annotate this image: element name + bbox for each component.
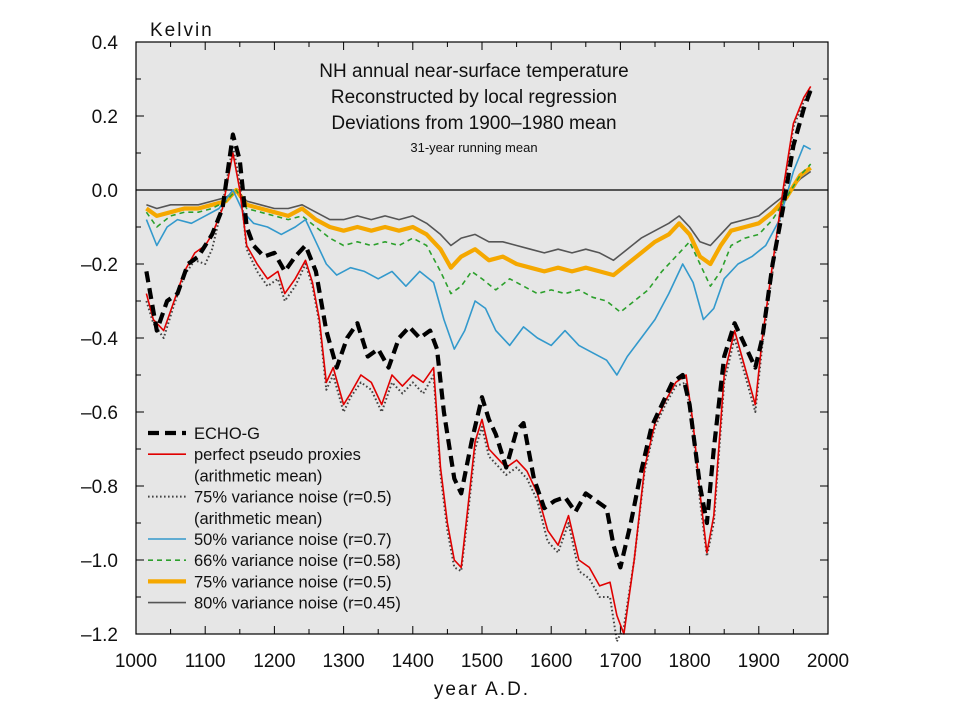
series-lines: [144, 85, 813, 643]
x-tick-label: 1000: [115, 651, 157, 672]
y-tick-label: –1.0: [81, 551, 118, 572]
x-tick-label: 1900: [738, 651, 780, 672]
legend-item-noise-80: 80% variance noise (r=0.45): [148, 595, 401, 613]
legend-label-noise-50: 50% variance noise (r=0.7): [194, 531, 392, 549]
legend-item-noise-66: 66% variance noise (r=0.58): [148, 552, 401, 570]
x-tick-label: 1500: [461, 651, 503, 672]
legend-label-noise-75-mean-note: (arithmetic mean): [194, 510, 322, 528]
series-line-3: [145, 144, 812, 376]
legend-item-perfect-proxies-note: (arithmetic mean): [194, 467, 322, 485]
y-tick-label: 0.0: [92, 181, 118, 202]
series-line-1: [145, 85, 812, 635]
legend-label-noise-66: 66% variance noise (r=0.58): [194, 552, 401, 570]
y-tick-label: 0.4: [92, 33, 119, 54]
y-tick-label: –1.2: [81, 625, 118, 646]
y-tick-label: 0.2: [92, 107, 118, 128]
series-line-0: [144, 89, 813, 570]
chart-subtitle: 31-year running mean: [410, 140, 537, 155]
series-line-4: [145, 163, 812, 313]
x-tick-labels: 1000 1100 1200 1300 1400 1500 1600 1700 1800 1900…: [115, 651, 849, 672]
x-tick-label: 1200: [253, 651, 295, 672]
x-tick-label: 1400: [392, 651, 434, 672]
title-line-1: NH annual near-surface temperature: [319, 61, 628, 82]
legend-label-perfect-proxies: perfect pseudo proxies: [194, 446, 361, 464]
x-tick-label: 1100: [185, 651, 226, 672]
chart-title: NH annual near-surface temperature Recon…: [319, 61, 628, 155]
legend-label-noise-75-mean: 75% variance noise (r=0.5): [194, 489, 392, 507]
y-tick-labels: 0.4 0.2 0.0 –0.2 –0.4 –0.6 –0.8 –1.0 –1.2: [81, 33, 118, 646]
plot-background: [136, 42, 828, 634]
legend-label-noise-75: 75% variance noise (r=0.5): [194, 573, 392, 591]
x-tick-label: 1600: [530, 651, 572, 672]
legend-label-noise-80: 80% variance noise (r=0.45): [194, 595, 401, 613]
y-tick-label: –0.4: [81, 329, 118, 350]
y-tick-label: –0.8: [81, 477, 118, 498]
legend-item-perfect-proxies: perfect pseudo proxies: [148, 446, 361, 464]
title-line-2: Reconstructed by local regression: [331, 87, 617, 108]
series-line-6: [146, 170, 812, 262]
x-tick-label: 1300: [322, 651, 364, 672]
legend-item-echo-g: ECHO-G: [148, 425, 260, 443]
legend-item-noise-75-mean-note: (arithmetic mean): [194, 510, 322, 528]
y-tick-label: –0.6: [81, 403, 118, 424]
legend: ECHO-G perfect pseudo proxies (arithmeti…: [148, 425, 401, 613]
legend-label-echo-g: ECHO-G: [194, 425, 260, 443]
legend-item-noise-75-mean: 75% variance noise (r=0.5): [148, 489, 392, 507]
x-tick-label: 1700: [599, 651, 641, 672]
title-line-3: Deviations from 1900–1980 mean: [331, 113, 616, 134]
legend-item-noise-50: 50% variance noise (r=0.7): [148, 531, 392, 549]
legend-item-noise-75: 75% variance noise (r=0.5): [148, 573, 392, 591]
x-axis-label: year A.D.: [434, 679, 530, 700]
plot-frame: [135, 41, 829, 635]
series-line-5: [145, 166, 812, 278]
x-tick-label: 1800: [668, 651, 710, 672]
legend-label-perfect-proxies-note: (arithmetic mean): [194, 467, 322, 485]
x-tick-label: 2000: [807, 651, 849, 672]
y-tick-label: –0.2: [81, 255, 118, 276]
y-axis-label: Kelvin: [150, 20, 214, 41]
